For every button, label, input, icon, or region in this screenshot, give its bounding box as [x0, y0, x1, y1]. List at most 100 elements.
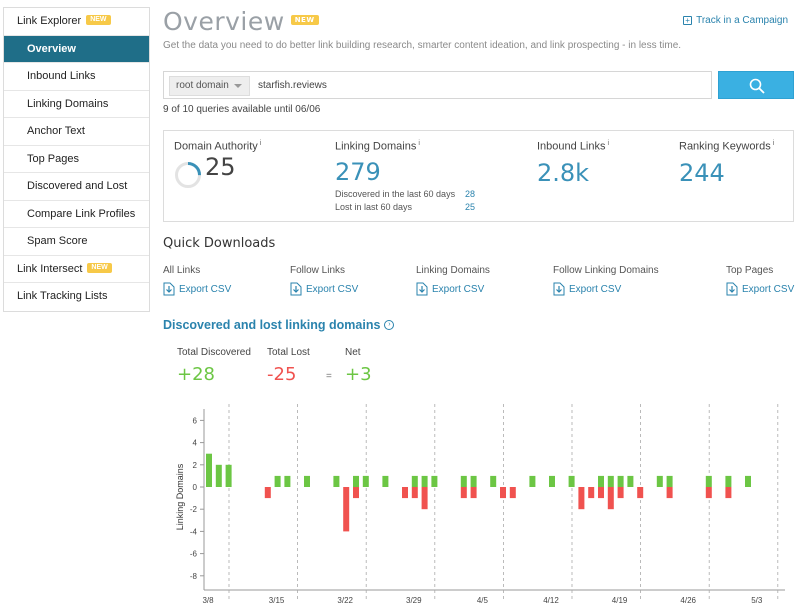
discovered-bar-4/12[interactable] [549, 475, 555, 487]
export-csv-button[interactable]: Export CSV [553, 282, 659, 296]
chevron-right-icon[interactable]: › [384, 320, 395, 330]
sidebar-item-label: Link Tracking Lists [17, 290, 108, 302]
sidebar-item-link-intersect[interactable]: Link Intersect NEW [4, 256, 149, 283]
sidebar-item-label: Discovered and Lost [27, 180, 128, 192]
sidebar-item-label: Overview [27, 42, 76, 55]
lost-bar-4/21[interactable] [637, 487, 644, 499]
discovered-bar-3/21[interactable] [333, 475, 340, 487]
sidebar-item-linking-domains[interactable]: Linking Domains [4, 91, 149, 118]
lost-bar-4/28[interactable] [705, 487, 712, 499]
discovered-bar-4/23[interactable] [656, 475, 663, 487]
discovered-bar-4/20[interactable] [627, 475, 634, 487]
x-tick-label: 4/12 [543, 596, 559, 605]
discovered-bar-4/10[interactable] [529, 475, 536, 487]
lost-bar-4/16[interactable] [588, 487, 595, 499]
discovered-bar-3/9[interactable] [215, 464, 222, 487]
export-csv-button[interactable]: Export CSV [726, 282, 794, 296]
download-icon [726, 282, 738, 296]
quick-download-all-links: All Links Export CSV [163, 265, 231, 296]
x-tick-label: 3/15 [269, 596, 285, 605]
export-csv-button[interactable]: Export CSV [416, 282, 490, 296]
sidebar-item-link-explorer[interactable]: Link Explorer NEW [4, 8, 149, 36]
discovered-bar-3/30[interactable] [421, 475, 428, 487]
discovered-bar-4/14[interactable] [568, 475, 575, 487]
search-icon [749, 78, 765, 94]
lost-bar-4/15[interactable] [578, 487, 585, 510]
discovered-bar-3/29[interactable] [411, 475, 418, 487]
lost-bar-4/4[interactable] [470, 487, 477, 499]
info-icon[interactable]: i [259, 140, 262, 147]
discovered-bar-3/18[interactable] [304, 475, 310, 487]
page-title-text: Overview [163, 7, 285, 36]
sidebar-item-label: Link Intersect [17, 262, 83, 275]
sidebar-item-label: Compare Link Profiles [27, 207, 136, 220]
discovered-bar-4/30[interactable] [725, 475, 732, 487]
track-in-campaign-link[interactable]: + Track in a Campaign [683, 15, 788, 26]
search-input[interactable]: starfish.reviews [258, 80, 327, 91]
discovered-bar-5/2[interactable] [745, 475, 751, 487]
sidebar-item-inbound-links[interactable]: Inbound Links [4, 63, 149, 91]
lost-60-value[interactable]: 25 [465, 201, 476, 212]
info-icon[interactable]: i [607, 140, 610, 147]
discovered-60-value[interactable]: 28 [465, 188, 476, 199]
discovered-bar-4/6[interactable] [490, 475, 497, 487]
total-lost-label: Total Lost [267, 347, 310, 358]
lost-bar-4/30[interactable] [725, 487, 732, 499]
discovered-bar-3/26[interactable] [382, 475, 389, 487]
y-tick-label: -6 [190, 550, 198, 559]
lost-bar-4/17[interactable] [598, 487, 604, 499]
total-discovered-stat: Total Discovered +28 [177, 347, 251, 385]
sidebar-item-anchor-text[interactable]: Anchor Text [4, 118, 149, 146]
lost-bar-3/22[interactable] [343, 487, 350, 532]
lost-bar-4/19[interactable] [617, 487, 624, 499]
sidebar-item-discovered-and-lost[interactable]: Discovered and Lost [4, 173, 149, 201]
lost-bar-3/14[interactable] [264, 487, 271, 499]
sidebar-item-link-tracking-lists[interactable]: Link Tracking Lists [4, 283, 149, 311]
discovered-lost-title[interactable]: Discovered and lost linking domains › [163, 318, 395, 332]
discovered-bar-4/19[interactable] [617, 475, 624, 487]
lost-bar-3/29[interactable] [411, 487, 418, 499]
discovered-bar-4/3[interactable] [460, 475, 467, 487]
discovered-bar-3/23[interactable] [353, 475, 359, 487]
sidebar-item-compare-link-profiles[interactable]: Compare Link Profiles [4, 201, 149, 228]
sidebar-item-spam-score[interactable]: Spam Score [4, 228, 149, 256]
discovered-bar-4/17[interactable] [598, 475, 604, 487]
sidebar-item-label: Linking Domains [27, 97, 109, 110]
export-csv-label: Export CSV [306, 283, 359, 295]
scope-select[interactable]: root domain [169, 76, 250, 96]
discovered-60-label: Discovered in the last 60 days [335, 188, 456, 199]
discovered-bar-3/15[interactable] [274, 475, 281, 487]
export-csv-button[interactable]: Export CSV [290, 282, 358, 296]
search-bar: root domain starfish.reviews [163, 71, 712, 99]
discovered-bar-3/24[interactable] [362, 475, 369, 487]
lost-bar-4/24[interactable] [666, 487, 673, 499]
lost-bar-3/28[interactable] [402, 487, 408, 499]
info-icon[interactable]: i [772, 140, 775, 147]
lost-bar-4/8[interactable] [509, 487, 516, 499]
discovered-bar-3/10[interactable] [225, 464, 232, 487]
lost-bar-4/3[interactable] [460, 487, 467, 499]
discovered-bar-3/8[interactable] [206, 453, 212, 487]
info-icon[interactable]: i [418, 140, 420, 147]
search-button[interactable] [718, 71, 794, 99]
y-tick-label: -2 [190, 505, 198, 514]
discovered-bar-4/24[interactable] [666, 475, 673, 487]
lost-bar-3/23[interactable] [353, 487, 359, 499]
linking-domains-value: 279 [335, 157, 381, 186]
discovered-bar-4/18[interactable] [607, 475, 614, 487]
discovered-bar-4/28[interactable] [705, 475, 712, 487]
export-csv-label: Export CSV [432, 283, 485, 295]
lost-bar-3/30[interactable] [421, 487, 428, 510]
total-lost-value: -25 [267, 364, 297, 385]
net-label: Net [345, 347, 361, 358]
lost-bar-4/7[interactable] [500, 487, 506, 499]
domain-authority-metric: Domain Authority i [174, 140, 261, 153]
sidebar-item-top-pages[interactable]: Top Pages [4, 146, 149, 173]
discovered-bar-4/4[interactable] [470, 475, 477, 487]
sidebar-item-overview[interactable]: Overview [4, 35, 149, 63]
lost-bar-4/18[interactable] [607, 487, 614, 510]
discovered-bar-3/16[interactable] [284, 475, 291, 487]
discovered-bar-3/31[interactable] [431, 475, 438, 487]
export-csv-button[interactable]: Export CSV [163, 282, 231, 296]
x-tick-label: 3/29 [406, 596, 422, 605]
